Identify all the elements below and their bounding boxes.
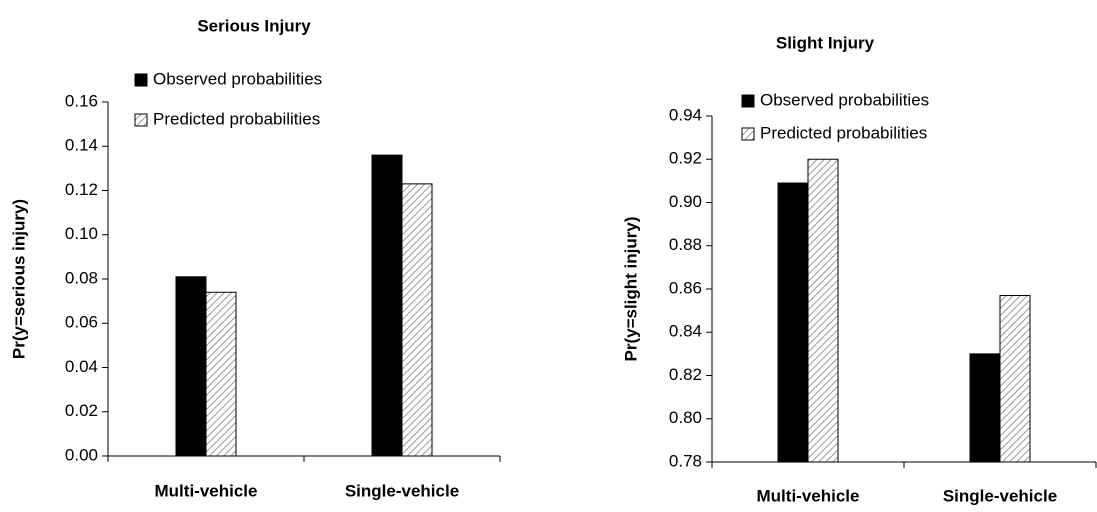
y-tick-label: 0.02	[65, 401, 98, 420]
y-tick-label: 0.80	[669, 408, 702, 427]
y-tick-label: 0.82	[669, 365, 702, 384]
bar	[969, 353, 1001, 463]
legend-label: Predicted probabilities	[760, 123, 927, 142]
x-tick-label: Multi-vehicle	[155, 481, 258, 500]
chart-title: Serious Injury	[197, 16, 311, 35]
y-tick-label: 0.84	[669, 322, 702, 341]
y-axis-label: Pr(y=serious injury)	[9, 199, 28, 359]
x-tick-label: Single-vehicle	[345, 481, 459, 500]
bar	[807, 158, 839, 463]
y-tick-label: 0.78	[669, 451, 702, 470]
legend-swatch	[741, 94, 755, 108]
x-tick-label: Single-vehicle	[943, 486, 1057, 505]
y-tick-label: 0.90	[669, 192, 702, 211]
legend-swatch	[134, 73, 148, 87]
y-tick-label: 0.04	[65, 357, 98, 376]
y-tick-label: 0.12	[65, 180, 98, 199]
chart-title: Slight Injury	[776, 33, 875, 52]
bar	[205, 291, 237, 457]
y-tick-label: 0.92	[669, 149, 702, 168]
y-tick-label: 0.00	[65, 445, 98, 464]
y-tick-label: 0.14	[65, 136, 98, 155]
x-tick-label: Multi-vehicle	[757, 486, 860, 505]
y-tick-label: 0.88	[669, 235, 702, 254]
legend-label: Observed probabilities	[153, 69, 322, 88]
bar	[371, 154, 403, 457]
legend-swatch	[741, 127, 755, 141]
bar	[175, 276, 207, 457]
legend-label: Observed probabilities	[760, 90, 929, 109]
y-tick-label: 0.16	[65, 91, 98, 110]
y-tick-label: 0.10	[65, 224, 98, 243]
y-tick-label: 0.86	[669, 278, 702, 297]
y-tick-label: 0.06	[65, 313, 98, 332]
bar	[999, 294, 1031, 463]
y-tick-label: 0.94	[669, 105, 702, 124]
legend-label: Predicted probabilities	[153, 109, 320, 128]
legend-swatch	[134, 113, 148, 127]
bar	[777, 182, 809, 463]
y-axis-label: Pr(y=slight injury)	[621, 217, 640, 362]
bar	[401, 183, 433, 457]
y-tick-label: 0.08	[65, 268, 98, 287]
